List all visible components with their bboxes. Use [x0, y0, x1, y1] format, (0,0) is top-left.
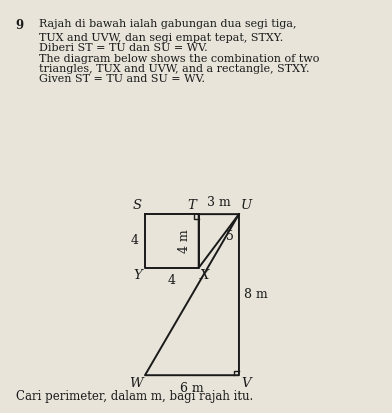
Text: S: S [132, 199, 142, 212]
Text: 5: 5 [225, 230, 233, 243]
Text: triangles, TUX and UVW, and a rectangle, STXY.: triangles, TUX and UVW, and a rectangle,… [39, 64, 310, 74]
Text: V: V [241, 377, 250, 390]
Text: 4 m: 4 m [178, 229, 191, 253]
Text: Cari perimeter, dalam m, bagi rajah itu.: Cari perimeter, dalam m, bagi rajah itu. [16, 390, 253, 403]
Text: TUX and UVW, dan segi empat tepat, STXY.: TUX and UVW, dan segi empat tepat, STXY. [39, 33, 283, 43]
Text: Given ST = TU and SU = WV.: Given ST = TU and SU = WV. [39, 74, 205, 84]
Text: 8 m: 8 m [244, 288, 268, 301]
Text: X: X [200, 269, 210, 282]
Text: 4: 4 [168, 274, 176, 287]
Text: Rajah di bawah ialah gabungan dua segi tiga,: Rajah di bawah ialah gabungan dua segi t… [39, 19, 297, 28]
Text: 3 m: 3 m [207, 196, 231, 209]
Text: T: T [188, 199, 197, 212]
Text: Y: Y [133, 269, 142, 282]
Text: W: W [129, 377, 143, 390]
Text: U: U [241, 199, 252, 212]
Text: 6 m: 6 m [180, 382, 204, 395]
Text: Diberi ST = TU dan SU = WV.: Diberi ST = TU dan SU = WV. [39, 43, 208, 53]
Text: The diagram below shows the combination of two: The diagram below shows the combination … [39, 54, 319, 64]
Text: 4: 4 [131, 235, 139, 247]
Text: 9: 9 [16, 19, 24, 31]
